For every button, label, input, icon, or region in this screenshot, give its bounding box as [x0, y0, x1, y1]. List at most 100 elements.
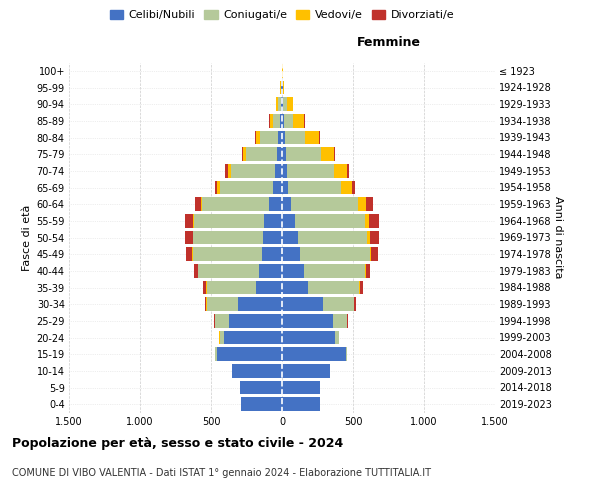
Bar — [358, 198, 366, 211]
Bar — [283, 80, 284, 94]
Bar — [242, 148, 243, 161]
Bar — [186, 248, 192, 261]
Bar — [291, 198, 358, 211]
Bar — [335, 330, 339, 344]
Bar — [367, 230, 370, 244]
Bar — [263, 214, 282, 228]
Bar — [370, 230, 379, 244]
Bar — [301, 248, 370, 261]
Bar — [225, 164, 228, 177]
Bar — [282, 348, 346, 361]
Bar — [207, 280, 256, 294]
Bar — [286, 148, 321, 161]
Bar — [202, 198, 269, 211]
Bar — [198, 264, 259, 278]
Bar — [256, 280, 282, 294]
Bar — [287, 98, 293, 111]
Bar — [262, 248, 282, 261]
Bar — [193, 230, 263, 244]
Bar — [285, 130, 305, 144]
Bar — [243, 148, 246, 161]
Bar — [282, 214, 295, 228]
Bar — [365, 214, 370, 228]
Bar — [269, 114, 270, 128]
Bar — [282, 230, 298, 244]
Bar — [274, 180, 282, 194]
Text: Popolazione per età, sesso e stato civile - 2024: Popolazione per età, sesso e stato civil… — [12, 438, 343, 450]
Bar — [246, 148, 277, 161]
Bar — [215, 348, 217, 361]
Bar — [263, 230, 282, 244]
Bar — [185, 230, 193, 244]
Legend: Celibi/Nubili, Coniugati/e, Vedovi/e, Divorziati/e: Celibi/Nubili, Coniugati/e, Vedovi/e, Di… — [106, 6, 458, 25]
Bar — [321, 148, 334, 161]
Bar — [282, 280, 308, 294]
Bar — [365, 264, 366, 278]
Bar — [282, 264, 304, 278]
Bar — [194, 264, 198, 278]
Bar — [228, 164, 231, 177]
Bar — [289, 180, 341, 194]
Bar — [280, 114, 282, 128]
Bar — [360, 280, 363, 294]
Bar — [278, 130, 282, 144]
Bar — [273, 114, 280, 128]
Bar — [282, 364, 329, 378]
Bar — [287, 164, 334, 177]
Bar — [214, 314, 215, 328]
Bar — [232, 364, 282, 378]
Bar — [259, 264, 282, 278]
Bar — [282, 248, 301, 261]
Bar — [282, 380, 320, 394]
Text: COMUNE DI VIBO VALENTIA - Dati ISTAT 1° gennaio 2024 - Elaborazione TUTTITALIA.I: COMUNE DI VIBO VALENTIA - Dati ISTAT 1° … — [12, 468, 431, 477]
Bar — [196, 198, 201, 211]
Bar — [366, 198, 373, 211]
Bar — [215, 314, 229, 328]
Bar — [281, 98, 282, 111]
Bar — [298, 230, 367, 244]
Bar — [283, 98, 287, 111]
Bar — [241, 398, 282, 411]
Bar — [220, 330, 224, 344]
Bar — [201, 198, 202, 211]
Bar — [277, 148, 282, 161]
Bar — [359, 280, 360, 294]
Bar — [333, 314, 347, 328]
Bar — [231, 164, 275, 177]
Bar — [220, 180, 274, 194]
Bar — [277, 98, 278, 111]
Bar — [370, 214, 379, 228]
Bar — [282, 398, 320, 411]
Bar — [238, 298, 282, 311]
Bar — [275, 164, 282, 177]
Bar — [260, 130, 278, 144]
Bar — [192, 248, 193, 261]
Bar — [217, 348, 282, 361]
Y-axis label: Fasce di età: Fasce di età — [22, 204, 32, 270]
Bar — [185, 214, 193, 228]
Bar — [194, 214, 263, 228]
Bar — [256, 130, 260, 144]
Bar — [282, 164, 287, 177]
Bar — [371, 248, 378, 261]
Bar — [224, 330, 282, 344]
Bar — [284, 114, 293, 128]
Bar — [370, 248, 371, 261]
Bar — [282, 330, 335, 344]
Bar — [282, 198, 291, 211]
Bar — [193, 248, 262, 261]
Bar — [304, 114, 305, 128]
Bar — [207, 298, 238, 311]
Bar — [282, 98, 283, 111]
Bar — [229, 314, 282, 328]
Bar — [319, 130, 320, 144]
Bar — [323, 298, 354, 311]
Bar — [308, 280, 359, 294]
Bar — [193, 214, 194, 228]
Bar — [366, 264, 370, 278]
Bar — [282, 148, 286, 161]
Bar — [305, 130, 319, 144]
Bar — [346, 348, 347, 361]
Bar — [282, 180, 289, 194]
Bar — [334, 164, 347, 177]
